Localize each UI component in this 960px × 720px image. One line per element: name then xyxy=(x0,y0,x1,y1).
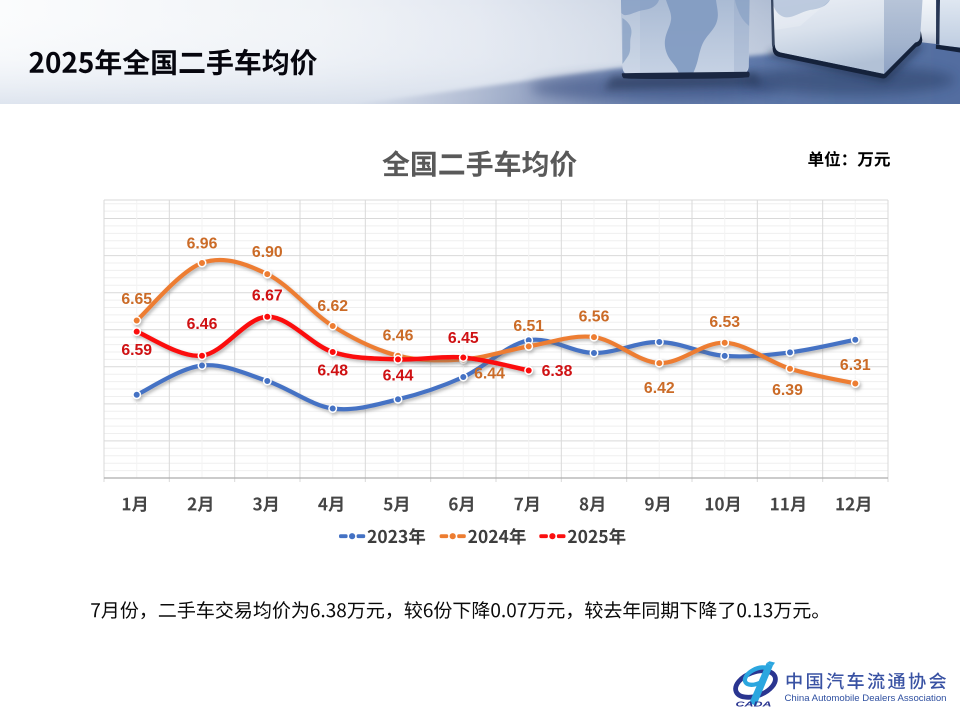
svg-text:6.90: 6.90 xyxy=(252,244,283,261)
svg-text:6.56: 6.56 xyxy=(579,309,610,326)
svg-text:CADA: CADA xyxy=(736,700,772,709)
svg-text:6.51: 6.51 xyxy=(513,318,544,335)
svg-text:6.96: 6.96 xyxy=(187,236,218,253)
svg-text:6.45: 6.45 xyxy=(448,330,479,347)
svg-text:6.53: 6.53 xyxy=(709,314,740,331)
svg-text:6.31: 6.31 xyxy=(840,357,871,374)
svg-text:6.39: 6.39 xyxy=(772,382,803,399)
svg-text:6.62: 6.62 xyxy=(317,298,348,315)
svg-text:China Automobile Dealers Assoc: China Automobile Dealers Association xyxy=(785,693,947,703)
svg-text:6.44: 6.44 xyxy=(474,365,505,382)
svg-text:6.67: 6.67 xyxy=(252,288,283,305)
svg-text:6.59: 6.59 xyxy=(121,342,152,359)
svg-text:6.65: 6.65 xyxy=(121,291,152,308)
svg-text:6.46: 6.46 xyxy=(383,327,414,344)
svg-text:6.46: 6.46 xyxy=(187,316,218,333)
svg-text:6.38: 6.38 xyxy=(542,363,573,380)
svg-text:6.42: 6.42 xyxy=(644,380,675,397)
svg-text:6.48: 6.48 xyxy=(317,363,348,380)
svg-text:6.44: 6.44 xyxy=(383,368,414,385)
